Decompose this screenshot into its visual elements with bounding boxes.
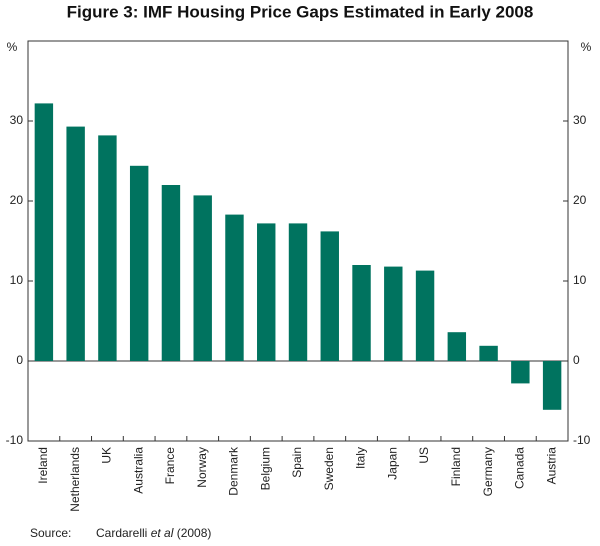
x-tick-label: Austria xyxy=(544,447,558,485)
y2-tick-label: 30 xyxy=(573,113,587,127)
x-tick-label: Finland xyxy=(449,447,463,486)
x-tick-label: France xyxy=(163,447,177,485)
source-part: (2008) xyxy=(173,526,211,540)
y2-tick-label: 0 xyxy=(573,353,580,367)
bar xyxy=(542,361,562,410)
source-part: et al xyxy=(151,526,174,540)
source-label: Source: xyxy=(30,526,71,540)
x-tick-label: Denmark xyxy=(227,446,241,496)
chart-title: Figure 3: IMF Housing Price Gaps Estimat… xyxy=(67,2,534,21)
x-tick-label: Netherlands xyxy=(68,447,82,512)
source-part: Cardarelli xyxy=(96,526,151,540)
bar xyxy=(384,266,403,361)
bar xyxy=(98,135,117,361)
x-tick-label: Spain xyxy=(290,447,304,478)
source-text: Cardarelli et al (2008) xyxy=(96,526,211,540)
x-tick-label: Australia xyxy=(131,447,145,494)
y2-axis-label: % xyxy=(581,40,592,54)
x-tick-label: Germany xyxy=(481,447,495,496)
x-tick-label: UK xyxy=(100,447,114,464)
bar xyxy=(66,126,85,361)
bar xyxy=(34,103,54,362)
x-tick-label: Italy xyxy=(354,447,368,469)
x-tick-label: Norway xyxy=(195,447,209,488)
bar xyxy=(447,332,467,361)
x-tick-label: Belgium xyxy=(258,447,272,490)
bar xyxy=(288,223,308,361)
bar xyxy=(257,223,276,361)
x-tick-label: Japan xyxy=(385,447,399,480)
bar xyxy=(225,214,244,361)
bar xyxy=(193,195,212,361)
y2-tick-label: 10 xyxy=(573,273,587,287)
bar xyxy=(479,345,498,361)
bar xyxy=(129,165,149,361)
y-tick-label: 0 xyxy=(16,353,23,367)
y2-tick-label: -10 xyxy=(573,433,591,447)
y-tick-label: 30 xyxy=(10,113,24,127)
bar xyxy=(352,265,371,361)
y-tick-label: -10 xyxy=(6,433,24,447)
y-axis-label: % xyxy=(7,40,18,54)
y2-tick-label: 20 xyxy=(573,193,587,207)
plot-frame xyxy=(27,40,569,442)
x-tick-label: Canada xyxy=(513,447,527,489)
bar xyxy=(161,185,181,361)
bar xyxy=(511,361,530,384)
bar xyxy=(320,231,339,361)
x-tick-label: Ireland xyxy=(36,447,50,484)
bar xyxy=(415,270,435,361)
x-tick-label: Sweden xyxy=(322,447,336,490)
y-tick-label: 10 xyxy=(10,273,24,287)
x-tick-label: US xyxy=(417,447,431,464)
y-tick-label: 20 xyxy=(10,193,24,207)
